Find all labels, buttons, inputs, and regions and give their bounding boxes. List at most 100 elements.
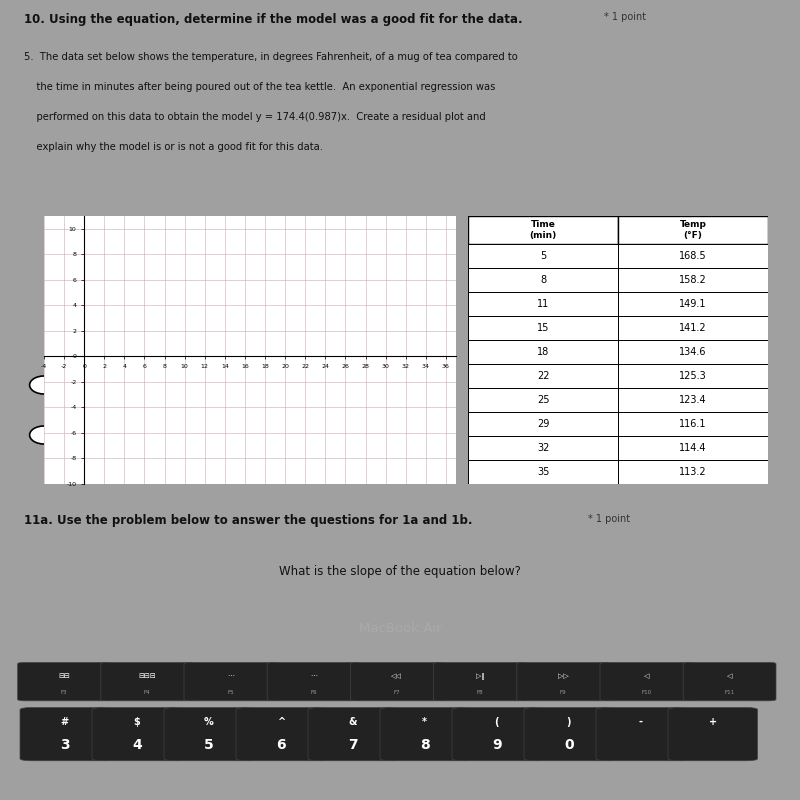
Text: +: + [709, 717, 717, 727]
Text: 25: 25 [537, 395, 550, 405]
Text: F10: F10 [642, 690, 651, 694]
Bar [468, 340, 618, 364]
Text: 15: 15 [537, 323, 549, 333]
Bar [618, 316, 768, 340]
Bar [618, 436, 768, 460]
Text: explain why the model is or is not a good fit for this data.: explain why the model is or is not a goo… [24, 142, 323, 153]
Circle shape [30, 376, 58, 394]
Text: Temp
(°F): Temp (°F) [679, 220, 706, 240]
Text: performed on this data to obtain the model y = 174.4(0.987)x.  Create a residual: performed on this data to obtain the mod… [24, 113, 486, 122]
FancyBboxPatch shape [184, 662, 277, 701]
Text: It is a bad fit for the data.: It is a bad fit for the data. [68, 433, 220, 446]
Text: It is a good fit for the data.: It is a good fit for the data. [68, 382, 227, 395]
Bar [468, 244, 618, 268]
Bar [468, 388, 618, 412]
Text: *: * [422, 717, 427, 727]
Bar [468, 364, 618, 388]
FancyBboxPatch shape [267, 662, 360, 701]
Text: 8: 8 [420, 738, 430, 752]
Bar [468, 216, 618, 244]
Bar [468, 268, 618, 292]
Text: 5: 5 [540, 251, 546, 261]
FancyBboxPatch shape [600, 662, 693, 701]
Bar [618, 216, 768, 244]
Text: 6: 6 [276, 738, 286, 752]
Text: #: # [61, 717, 69, 727]
Text: ▷▷: ▷▷ [558, 674, 569, 679]
Bar [618, 364, 768, 388]
FancyBboxPatch shape [517, 662, 610, 701]
Text: 123.4: 123.4 [679, 395, 707, 405]
Text: F11: F11 [725, 690, 734, 694]
Text: 11: 11 [537, 299, 549, 309]
Text: ^: ^ [277, 717, 285, 727]
Text: What is the slope of the equation below?: What is the slope of the equation below? [279, 565, 521, 578]
Bar [468, 292, 618, 316]
Text: 116.1: 116.1 [679, 419, 706, 429]
Text: 7: 7 [348, 738, 358, 752]
Text: 149.1: 149.1 [679, 299, 706, 309]
Text: -: - [639, 717, 643, 727]
FancyBboxPatch shape [92, 707, 182, 761]
Text: * 1 point: * 1 point [604, 13, 646, 22]
Text: ): ) [566, 717, 571, 727]
Text: ⊟⊟⊟: ⊟⊟⊟ [138, 674, 156, 679]
FancyBboxPatch shape [668, 707, 758, 761]
Text: 114.4: 114.4 [679, 443, 706, 453]
Text: (: ( [494, 717, 499, 727]
Bar [468, 316, 618, 340]
Bar [618, 388, 768, 412]
Text: %: % [204, 717, 214, 727]
Text: &: & [349, 717, 357, 727]
Text: 8: 8 [540, 275, 546, 285]
Text: 168.5: 168.5 [679, 251, 707, 261]
Circle shape [30, 426, 58, 444]
FancyBboxPatch shape [308, 707, 398, 761]
FancyBboxPatch shape [452, 707, 542, 761]
Text: 5.  The data set below shows the temperature, in degrees Fahrenheit, of a mug of: 5. The data set below shows the temperat… [24, 53, 518, 62]
Text: 134.6: 134.6 [679, 347, 706, 357]
Text: ⋯: ⋯ [227, 674, 234, 679]
Bar [618, 340, 768, 364]
Text: 29: 29 [537, 419, 549, 429]
Text: the time in minutes after being poured out of the tea kettle.  An exponential re: the time in minutes after being poured o… [24, 82, 495, 93]
FancyBboxPatch shape [164, 707, 254, 761]
Text: 22: 22 [537, 371, 550, 381]
Text: F5: F5 [227, 690, 234, 694]
FancyBboxPatch shape [434, 662, 526, 701]
Text: ⊟⊟: ⊟⊟ [58, 674, 70, 679]
FancyBboxPatch shape [20, 707, 110, 761]
Text: 158.2: 158.2 [679, 275, 707, 285]
Text: 5: 5 [204, 738, 214, 752]
Text: 18: 18 [537, 347, 549, 357]
Text: 3: 3 [60, 738, 70, 752]
Text: F3: F3 [61, 690, 67, 694]
Text: 125.3: 125.3 [679, 371, 707, 381]
Text: Time
(min): Time (min) [530, 220, 557, 240]
Text: ▷‖: ▷‖ [475, 673, 485, 680]
Bar [618, 460, 768, 484]
Text: ◁: ◁ [727, 674, 732, 679]
FancyBboxPatch shape [596, 707, 686, 761]
Text: MacBook Air: MacBook Air [358, 622, 442, 634]
FancyBboxPatch shape [524, 707, 614, 761]
Text: 35: 35 [537, 467, 549, 477]
Text: 9: 9 [492, 738, 502, 752]
Text: 32: 32 [537, 443, 549, 453]
Text: $: $ [134, 717, 140, 727]
Text: 11a. Use the problem below to answer the questions for 1a and 1b.: 11a. Use the problem below to answer the… [24, 514, 473, 527]
FancyBboxPatch shape [683, 662, 776, 701]
Text: 113.2: 113.2 [679, 467, 707, 477]
Text: ⋯: ⋯ [310, 674, 317, 679]
Text: F8: F8 [477, 690, 483, 694]
Text: F9: F9 [560, 690, 566, 694]
Text: F6: F6 [310, 690, 317, 694]
Bar [618, 244, 768, 268]
Bar [468, 436, 618, 460]
FancyBboxPatch shape [380, 707, 470, 761]
Text: F4: F4 [144, 690, 150, 694]
Text: 0: 0 [564, 738, 574, 752]
FancyBboxPatch shape [350, 662, 443, 701]
Bar [618, 412, 768, 436]
Bar [618, 292, 768, 316]
